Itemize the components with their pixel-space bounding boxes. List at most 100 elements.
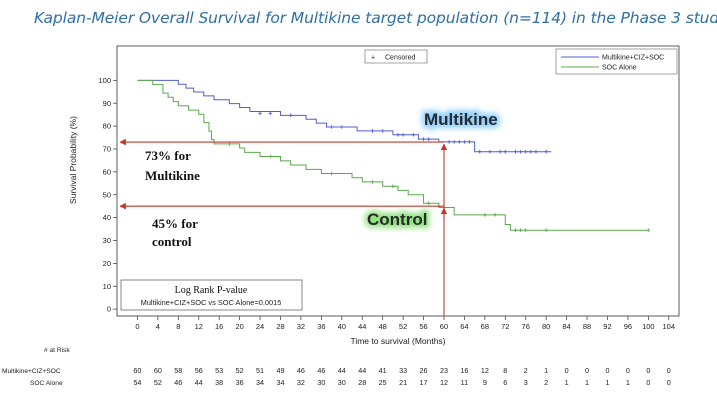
risk-value-soc: 12 <box>440 378 448 387</box>
pvalue-title: Log Rank P-value <box>175 285 248 296</box>
censor-mark-multikine <box>401 132 405 137</box>
censor-mark-multikine <box>396 132 400 137</box>
risk-value-soc: 1 <box>585 378 589 387</box>
x-tick-label: 80 <box>542 322 550 331</box>
x-tick-label: 8 <box>176 322 180 331</box>
multikine-note-line1: 73% for <box>145 148 191 163</box>
risk-value-soc: 17 <box>420 378 428 387</box>
y-tick-label: 100 <box>98 76 111 85</box>
multikine-note-line2: Multikine <box>145 168 200 183</box>
x-tick-label: 104 <box>663 322 676 331</box>
series-legend: Multikine+CIZ+SOC SOC Alone <box>555 48 678 75</box>
censor-mark-multikine <box>457 140 462 144</box>
risk-value-multikine: 1 <box>544 366 548 375</box>
x-tick-label: 28 <box>276 322 284 331</box>
risk-value-multikine: 46 <box>317 366 325 375</box>
censor-mark-multikine <box>523 149 528 154</box>
risk-value-soc: 38 <box>215 378 223 387</box>
censor-mark-soc <box>426 201 431 205</box>
risk-value-soc: 34 <box>276 378 284 387</box>
risk-value-soc: 32 <box>297 378 305 387</box>
risk-value-multikine: 12 <box>481 366 489 375</box>
y-tick-label: 0 <box>107 305 111 314</box>
censor-mark-multikine <box>462 140 467 144</box>
risk-value-soc: 9 <box>483 378 487 387</box>
censor-mark-soc <box>513 228 518 232</box>
censor-mark-multikine <box>268 111 273 116</box>
censor-mark-soc <box>268 154 273 159</box>
censor-mark-multikine <box>340 125 344 129</box>
censor-mark-multikine <box>288 113 293 118</box>
x-tick-label: 20 <box>235 322 243 331</box>
risk-row-label-multikine: Multikine+CIZ+SOC <box>2 368 61 375</box>
risk-value-soc: 30 <box>338 378 346 387</box>
risk-value-soc: 1 <box>605 378 609 387</box>
y-tick-label: 50 <box>103 190 111 199</box>
risk-value-soc: 0 <box>646 378 650 387</box>
series-legend-box <box>555 48 678 75</box>
censored-legend-marker: + <box>371 55 375 62</box>
risk-value-multikine: 44 <box>358 366 366 375</box>
censor-mark-multikine <box>447 140 451 144</box>
x-tick-label: 84 <box>562 322 570 331</box>
censor-mark-multikine <box>370 129 375 133</box>
risk-value-soc: 6 <box>503 378 507 387</box>
control-glow-halo: Control <box>367 210 427 229</box>
x-tick-label: 16 <box>215 322 223 331</box>
censor-mark-multikine <box>421 137 426 141</box>
risk-value-multikine: 51 <box>256 366 264 375</box>
censor-mark-multikine <box>544 149 548 154</box>
x-tick-label: 0 <box>135 322 139 331</box>
risk-value-soc: 28 <box>358 378 366 387</box>
x-tick-label: 4 <box>156 322 160 331</box>
multikine-label-text: Multikine <box>424 110 498 129</box>
x-tick-label: 68 <box>481 322 489 331</box>
x-axis-ticks: 0 4 8 12 16 20 24 28 32 36 40 44 48 52 56 60 64 68 72 76 80 8… <box>135 316 675 331</box>
x-tick-label: 44 <box>358 322 366 331</box>
x-tick-label: 96 <box>624 322 632 331</box>
x-tick-label: 40 <box>338 322 346 331</box>
risk-value-multikine: 23 <box>440 366 448 375</box>
x-tick-label: 56 <box>419 322 427 331</box>
y-tick-label: 20 <box>103 259 111 268</box>
censored-legend-box <box>364 49 428 64</box>
pvalue-text: Multikine+CIZ+SOC vs SOC Alone=0.0015 <box>141 298 282 307</box>
x-tick-label: 72 <box>501 322 509 331</box>
risk-value-multikine: 33 <box>399 366 407 375</box>
x-axis-title: Time to survival (Months) <box>350 336 445 346</box>
censor-mark-multikine <box>477 149 482 154</box>
censor-mark-soc <box>646 228 651 232</box>
pvalue-box-frame <box>120 279 303 311</box>
censor-mark-multikine <box>258 111 262 116</box>
x-tick-label: 60 <box>440 322 448 331</box>
risk-value-multikine: 53 <box>215 366 223 375</box>
x-tick-label: 92 <box>603 322 611 331</box>
risk-value-multikine: 0 <box>605 366 609 375</box>
y-tick-label: 60 <box>103 167 111 176</box>
x-tick-label: 36 <box>317 322 325 331</box>
multikine-glow-label: Multikine Multikine <box>421 107 501 132</box>
censor-mark-multikine <box>329 125 334 129</box>
censor-mark-soc <box>483 213 487 217</box>
series-layer <box>137 79 651 232</box>
risk-value-soc: 25 <box>379 378 387 387</box>
risk-value-soc: 11 <box>461 378 468 387</box>
y-axis-title: Survival Probability (%) <box>68 116 78 204</box>
series-line-soc <box>137 79 649 231</box>
x-tick-label: 100 <box>642 322 655 331</box>
control-label-text: Control <box>367 210 427 229</box>
censor-mark-multikine <box>426 137 431 141</box>
y-tick-label: 10 <box>103 282 111 291</box>
x-tick-label: 24 <box>256 322 264 331</box>
risk-value-multikine: 26 <box>420 366 428 375</box>
risk-value-soc: 30 <box>317 378 325 387</box>
control-note-line2: control <box>152 234 192 249</box>
censor-mark-multikine <box>467 140 472 144</box>
censor-mark-multikine <box>380 129 385 133</box>
risk-value-multikine: 16 <box>460 366 468 375</box>
risk-value-multikine: 0 <box>667 366 671 375</box>
risk-value-multikine: 56 <box>195 366 203 375</box>
legend-label-soc: SOC Alone <box>602 65 637 72</box>
censor-mark-multikine <box>529 149 533 154</box>
risk-value-multikine: 52 <box>236 366 244 375</box>
